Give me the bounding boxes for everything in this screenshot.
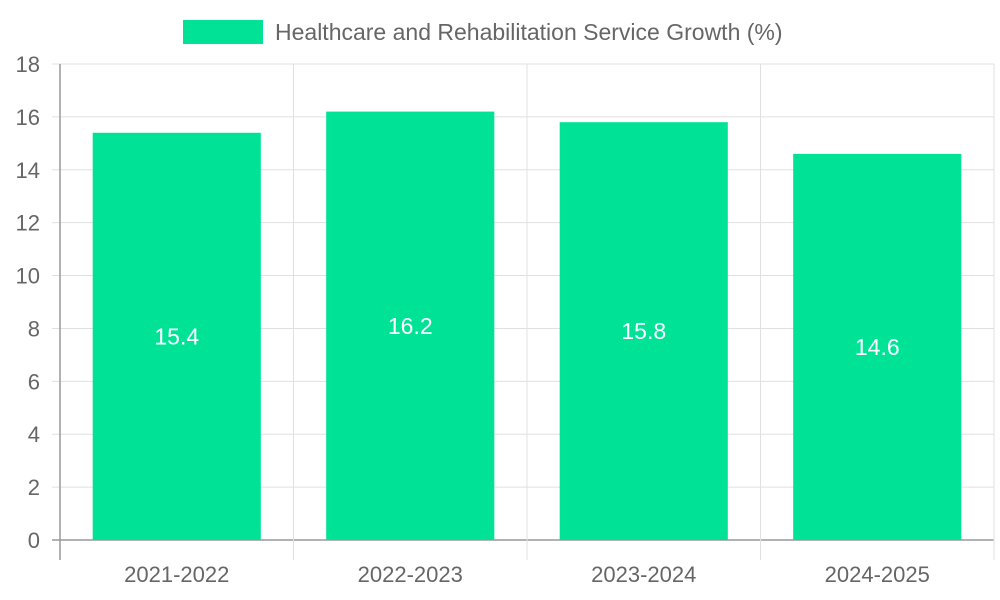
y-tick-label: 8 (28, 316, 40, 341)
bar[interactable] (793, 153, 962, 540)
legend[interactable]: Healthcare and Rehabilitation Service Gr… (183, 19, 783, 45)
legend-label[interactable]: Healthcare and Rehabilitation Service Gr… (275, 19, 783, 45)
bars: 15.4 16.2 15.8 14.6 (92, 111, 962, 540)
y-tick-label: 4 (28, 422, 40, 447)
axes: 0 2 4 6 8 10 12 14 16 18 2021-2022 2022-2023 2023-20… (16, 52, 930, 587)
y-tick-label: 2 (28, 475, 40, 500)
bar-value-label: 14.6 (855, 334, 900, 360)
y-tick-label: 10 (16, 264, 40, 289)
x-tick-label: 2021-2022 (124, 562, 229, 587)
legend-swatch[interactable] (183, 20, 263, 44)
x-tick-label: 2024-2025 (825, 562, 930, 587)
y-tick-label: 0 (28, 528, 40, 553)
bar-value-label: 15.4 (154, 323, 199, 349)
bar[interactable] (92, 132, 261, 540)
bar-value-label: 16.2 (388, 313, 433, 339)
bar-value-label: 15.8 (621, 318, 666, 344)
y-tick-label: 12 (16, 211, 40, 236)
bar[interactable] (559, 122, 728, 540)
x-tick-label: 2023-2024 (591, 562, 696, 587)
bar[interactable] (326, 111, 495, 540)
y-tick-label: 6 (28, 369, 40, 394)
x-tick-label: 2022-2023 (358, 562, 463, 587)
y-tick-label: 14 (16, 158, 40, 183)
y-tick-label: 18 (16, 52, 40, 77)
y-tick-label: 16 (16, 105, 40, 130)
